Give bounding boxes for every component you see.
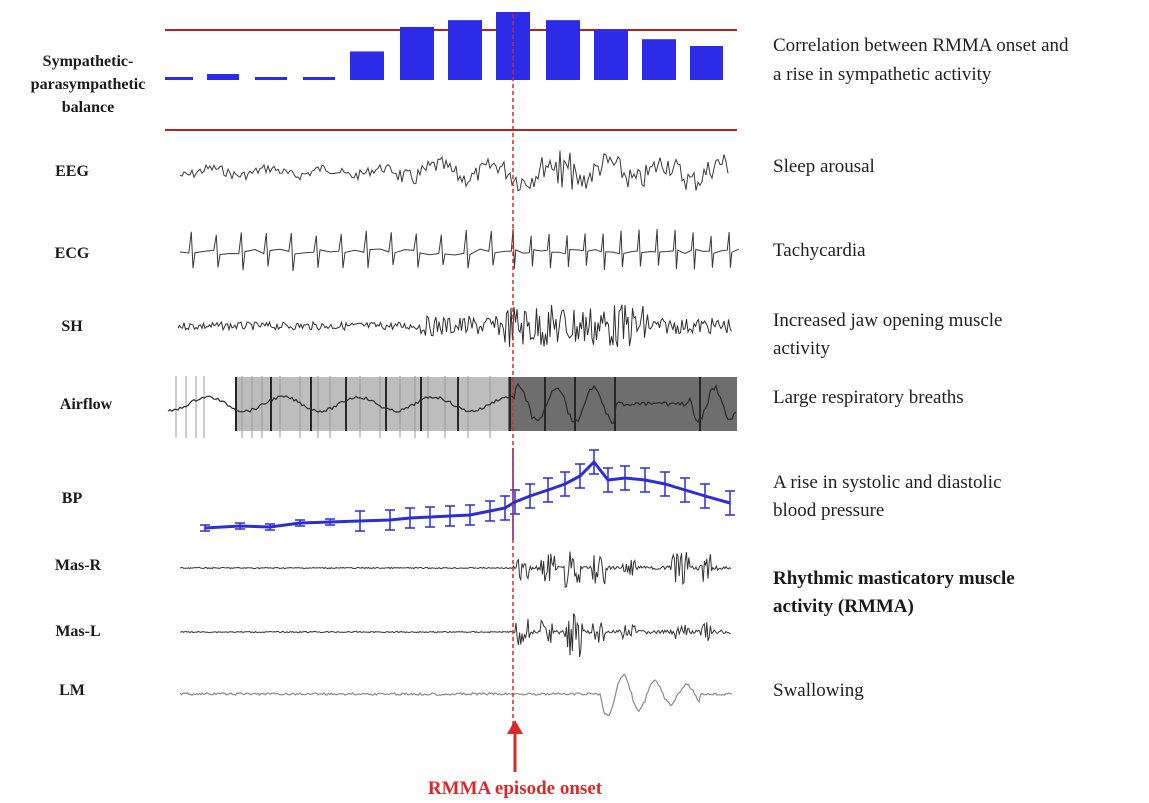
bp-trace (200, 448, 735, 540)
desc-ecg: Tachycardia (773, 240, 866, 261)
balance-bar (165, 77, 193, 80)
label-bp: BP (62, 490, 83, 507)
label-ecg: ECG (55, 245, 90, 262)
balance-bar (255, 77, 287, 80)
airflow-light-band (236, 377, 508, 431)
label-lm: LM (59, 682, 85, 699)
desc-symp-line2: a rise in sympathetic activity (773, 64, 992, 85)
sh-trace (177, 304, 732, 348)
balance-bar (400, 26, 434, 80)
onset-label: RMMA episode onset (428, 778, 603, 799)
eeg-trace (179, 150, 729, 192)
desc-eeg: Sleep arousal (773, 156, 875, 177)
label-symp-line1: Sympathetic- (43, 53, 134, 70)
label-symp-line2: parasympathetic (31, 76, 146, 93)
mas-l-trace (180, 613, 731, 657)
balance-bars (165, 12, 723, 80)
label-symp-line3: balance (62, 99, 114, 116)
desc-rmma-line1: Rhythmic masticatory muscle (773, 568, 1015, 589)
airflow-trace (167, 382, 737, 425)
desc-symp-line1: Correlation between RMMA onset and (773, 35, 1069, 56)
label-mas-r: Mas-R (55, 557, 102, 574)
balance-bar (546, 20, 580, 80)
balance-bar (594, 29, 628, 80)
desc-airflow: Large respiratory breaths (773, 387, 964, 408)
desc-bp-line1: A rise in systolic and diastolic (773, 472, 1002, 493)
label-mas-l: Mas-L (55, 623, 100, 640)
balance-bar (350, 51, 384, 80)
balance-bar (690, 46, 723, 80)
desc-lm: Swallowing (773, 680, 864, 701)
label-sh: SH (61, 318, 83, 335)
desc-sh-line2: activity (773, 338, 830, 359)
lm-trace (179, 673, 733, 717)
mas-r-trace (179, 551, 732, 588)
desc-sh-line1: Increased jaw opening muscle (773, 310, 1003, 331)
balance-bar (303, 77, 335, 80)
balance-bar (642, 39, 676, 80)
balance-bar (207, 74, 239, 80)
label-eeg: EEG (55, 163, 89, 180)
desc-bp-line2: blood pressure (773, 500, 884, 521)
ecg-trace (179, 228, 740, 271)
airflow-breath-ticks (175, 376, 701, 438)
label-airflow: Airflow (60, 396, 113, 413)
desc-rmma-line2: activity (RMMA) (773, 596, 914, 617)
onset-arrow-icon (507, 720, 523, 734)
balance-bar (448, 20, 482, 80)
